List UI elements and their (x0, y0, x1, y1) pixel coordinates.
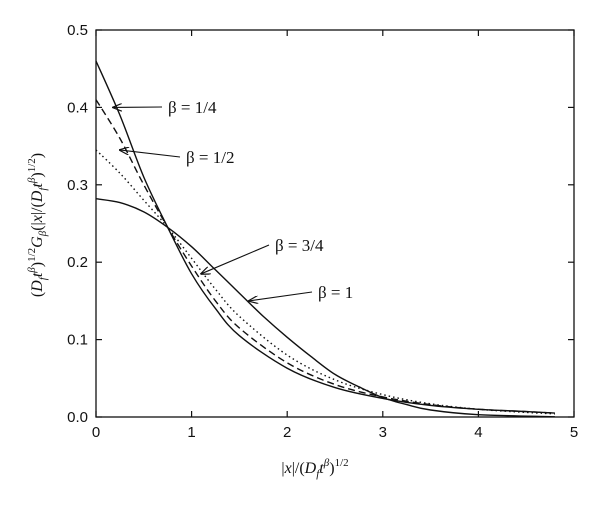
axis-ticks (95, 29, 575, 418)
annotations: β = 1/4 β = 1/2 β = 3/4 β = 1 (113, 98, 353, 302)
y-tick-label-0: 0.0 (67, 409, 88, 426)
tick-labels: 0 1 2 3 4 5 0.0 0.1 0.2 0.3 0.4 0.5 (67, 22, 578, 441)
y-axis-label: (Dftβ)1/2Gβ(|x|/(Dftβ)1/2) (26, 153, 49, 297)
plot-frame (95, 29, 575, 418)
series-line-1 (95, 99, 555, 414)
x-tick-label-1: 1 (187, 424, 195, 441)
y-tick-label-5: 0.5 (67, 22, 88, 39)
annotation-label-1: β = 1/2 (186, 148, 234, 167)
x-tick-label-4: 4 (474, 424, 482, 441)
annotation-arrow-2 (201, 244, 270, 274)
y-tick-label-2: 0.2 (67, 254, 88, 271)
series-line-3 (95, 198, 555, 418)
annotation-label-3: β = 1 (318, 283, 353, 302)
annotation-label-0: β = 1/4 (168, 98, 217, 117)
y-tick-label-1: 0.1 (67, 332, 88, 349)
x-tick-label-2: 2 (283, 424, 291, 441)
x-tick-label-5: 5 (570, 424, 578, 441)
x-tick-label-0: 0 (92, 424, 100, 441)
series-lines (95, 60, 555, 418)
annotation-arrow-1 (120, 150, 181, 158)
series-line-0 (95, 60, 555, 414)
y-tick-label-4: 0.4 (67, 99, 88, 116)
x-axis-label: |x|/(Dftβ)1/2 (281, 457, 348, 480)
annotation-label-2: β = 3/4 (275, 236, 324, 255)
x-tick-label-3: 3 (379, 424, 387, 441)
y-tick-label-3: 0.3 (67, 177, 88, 194)
annotation-arrow-3 (249, 291, 313, 301)
series-line-2 (95, 149, 555, 415)
